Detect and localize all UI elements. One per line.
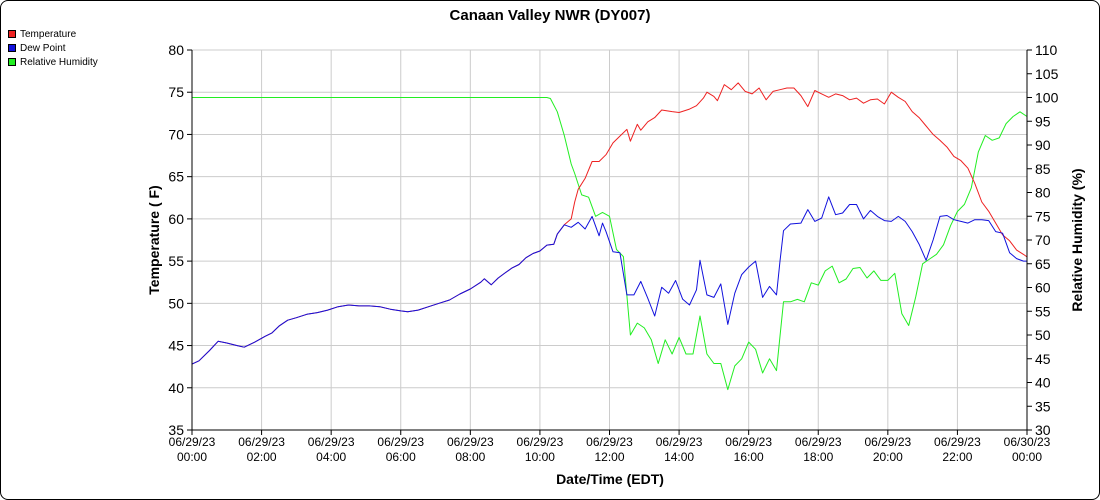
legend-label-relative-humidity: Relative Humidity: [20, 56, 98, 68]
y2-tick-label: 100: [1035, 90, 1059, 106]
series-line-relative-humidity: [192, 97, 1028, 391]
y2-tick-label: 55: [1035, 303, 1051, 319]
y-tick-label: 50: [168, 295, 184, 311]
x-tick-date: 06/29/23: [586, 435, 633, 449]
legend-swatch-relative-humidity: [8, 58, 16, 66]
x-tick-date: 06/29/23: [308, 435, 355, 449]
x-tick-date: 06/30/23: [1004, 435, 1051, 449]
legend-label-temperature: Temperature: [20, 28, 77, 40]
legend-item-relative-humidity: Relative Humidity: [8, 55, 98, 69]
legend-label-dew-point: Dew Point: [20, 42, 66, 54]
legend-item-temperature: Temperature: [8, 27, 98, 41]
legend-swatch-temperature: [8, 30, 16, 38]
x-tick-time: 04:00: [316, 450, 346, 464]
y2-tick-label: 80: [1035, 185, 1051, 201]
x-tick-date: 06/29/23: [934, 435, 981, 449]
x-tick-date: 06/29/23: [864, 435, 911, 449]
x-tick-date: 06/29/23: [656, 435, 703, 449]
y2-tick-label: 70: [1035, 232, 1051, 248]
y2-tick-label: 65: [1035, 256, 1051, 272]
x-tick-date: 06/29/23: [377, 435, 424, 449]
y-tick-label: 75: [168, 84, 184, 100]
x-tick-time: 16:00: [734, 450, 764, 464]
y2-axis-label: Relative Humidity (%): [1069, 168, 1085, 311]
x-tick-date: 06/29/23: [725, 435, 772, 449]
y-tick-label: 45: [168, 338, 184, 354]
x-tick-date: 06/29/23: [795, 435, 842, 449]
y-tick-label: 40: [168, 380, 184, 396]
y2-tick-label: 45: [1035, 351, 1051, 367]
x-tick-time: 06:00: [386, 450, 416, 464]
chart-title: Canaan Valley NWR (DY007): [450, 7, 651, 24]
axes: 35 40 45 50 55 60 65 70 75 80 30 35 40 45 50 55 60 65 70 75…: [168, 42, 1058, 464]
y-tick-label: 60: [168, 211, 184, 227]
y2-tick-label: 30: [1035, 422, 1051, 438]
y-tick-label: 65: [168, 169, 184, 185]
x-tick-time: 18:00: [803, 450, 833, 464]
grid: [191, 49, 1028, 431]
legend-item-dew-point: Dew Point: [8, 41, 98, 55]
x-tick-date: 06/29/23: [238, 435, 285, 449]
legend-swatch-dew-point: [8, 44, 16, 52]
y2-tick-label: 50: [1035, 327, 1051, 343]
x-tick-time: 12:00: [594, 450, 624, 464]
x-tick-time: 20:00: [873, 450, 903, 464]
x-tick-time: 14:00: [664, 450, 694, 464]
x-tick-time: 10:00: [525, 450, 555, 464]
y2-tick-label: 60: [1035, 280, 1051, 296]
y2-tick-label: 110: [1035, 42, 1058, 58]
x-tick-date: 06/29/23: [447, 435, 494, 449]
x-axis-label: Date/Time (EDT): [556, 471, 664, 487]
y-tick-label: 35: [168, 422, 184, 438]
x-tick-time: 00:00: [177, 450, 207, 464]
x-tick-time: 08:00: [455, 450, 485, 464]
y2-tick-label: 75: [1035, 208, 1051, 224]
legend: Temperature Dew Point Relative Humidity: [8, 27, 98, 69]
x-tick-time: 22:00: [942, 450, 972, 464]
x-tick-date: 06/29/23: [517, 435, 564, 449]
y2-tick-label: 85: [1035, 161, 1051, 177]
y2-tick-label: 90: [1035, 137, 1051, 153]
y2-tick-label: 95: [1035, 113, 1051, 129]
x-tick-time: 02:00: [247, 450, 277, 464]
x-tick-time: 00:00: [1012, 450, 1042, 464]
y2-tick-label: 105: [1035, 66, 1059, 82]
y2-tick-label: 40: [1035, 375, 1051, 391]
y2-tick-label: 35: [1035, 398, 1051, 414]
series-layer: [191, 82, 1028, 391]
y-tick-label: 80: [168, 42, 184, 58]
x-tick-date: 06/29/23: [169, 435, 216, 449]
y-axis-label: Temperature ( F): [146, 185, 162, 294]
y-tick-label: 55: [168, 253, 184, 269]
y-tick-label: 70: [168, 126, 184, 142]
series-line-dew-point: [191, 196, 1027, 365]
